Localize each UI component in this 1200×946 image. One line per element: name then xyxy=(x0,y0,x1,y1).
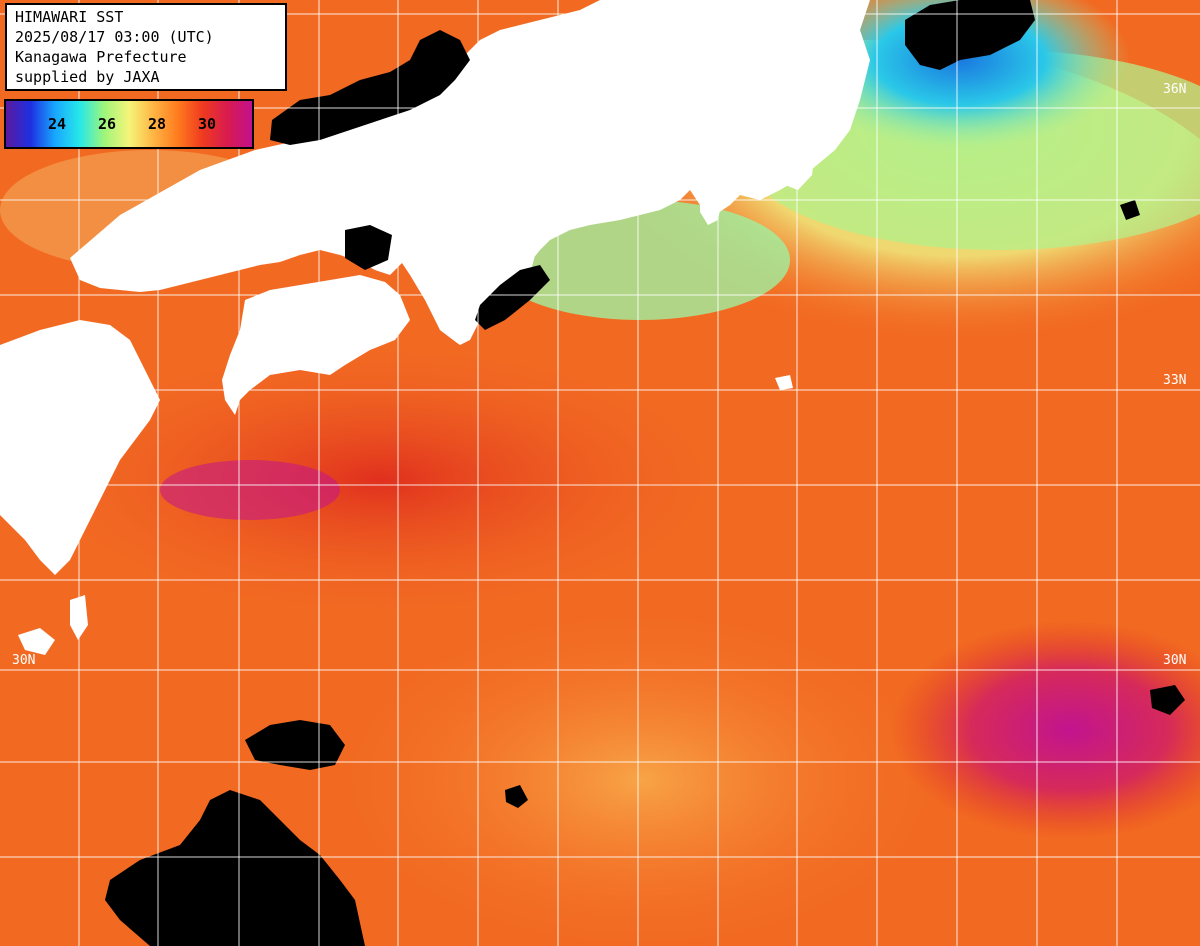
legend-tick-30: 30 xyxy=(198,115,217,133)
mild-zone-south xyxy=(320,600,960,946)
lat-label-30n-right: 30N xyxy=(1163,653,1187,668)
cloud-seto xyxy=(345,225,392,270)
data-source: supplied by JAXA xyxy=(15,68,160,86)
observation-time: 2025/08/17 03:00 (UTC) xyxy=(15,28,214,46)
hot-zone-southeast xyxy=(890,620,1200,840)
cold-zone-northeast xyxy=(790,0,1130,150)
legend-color-bar xyxy=(6,101,252,147)
map-info-box: HIMAWARI SST 2025/08/17 03:00 (UTC) Kana… xyxy=(5,3,287,91)
cloud-north-coast xyxy=(270,30,470,145)
land-island-a xyxy=(18,628,55,655)
land-island-e xyxy=(30,372,48,410)
land-izu xyxy=(700,188,722,225)
land-island-c xyxy=(478,148,494,170)
cloud-south-center xyxy=(245,720,345,770)
lat-label-36n: 36N xyxy=(1163,82,1187,97)
lat-label-30n-left: 30N xyxy=(12,653,36,668)
land-shikoku xyxy=(222,275,410,415)
cloud-east-edge xyxy=(1120,200,1140,220)
legend-tick-26: 26 xyxy=(98,115,117,133)
cloud-northeast xyxy=(905,0,1035,70)
cloud-kii-south xyxy=(475,265,550,330)
legend-tick-28: 28 xyxy=(148,115,167,133)
land-island-d xyxy=(775,375,793,390)
cloud-southwest-large xyxy=(105,790,365,946)
product-title: HIMAWARI SST xyxy=(15,8,124,26)
hot-zone-west-coast xyxy=(160,460,340,520)
temperature-legend: 24 26 28 30 xyxy=(4,99,254,149)
cloud-east-small xyxy=(1150,685,1185,715)
land-kii xyxy=(400,230,535,345)
legend-tick-24: 24 xyxy=(48,115,67,133)
lat-label-33n: 33N xyxy=(1163,373,1187,388)
land-honshu xyxy=(70,0,870,345)
cloud-south-small xyxy=(505,785,528,808)
region-label: Kanagawa Prefecture xyxy=(15,48,187,66)
